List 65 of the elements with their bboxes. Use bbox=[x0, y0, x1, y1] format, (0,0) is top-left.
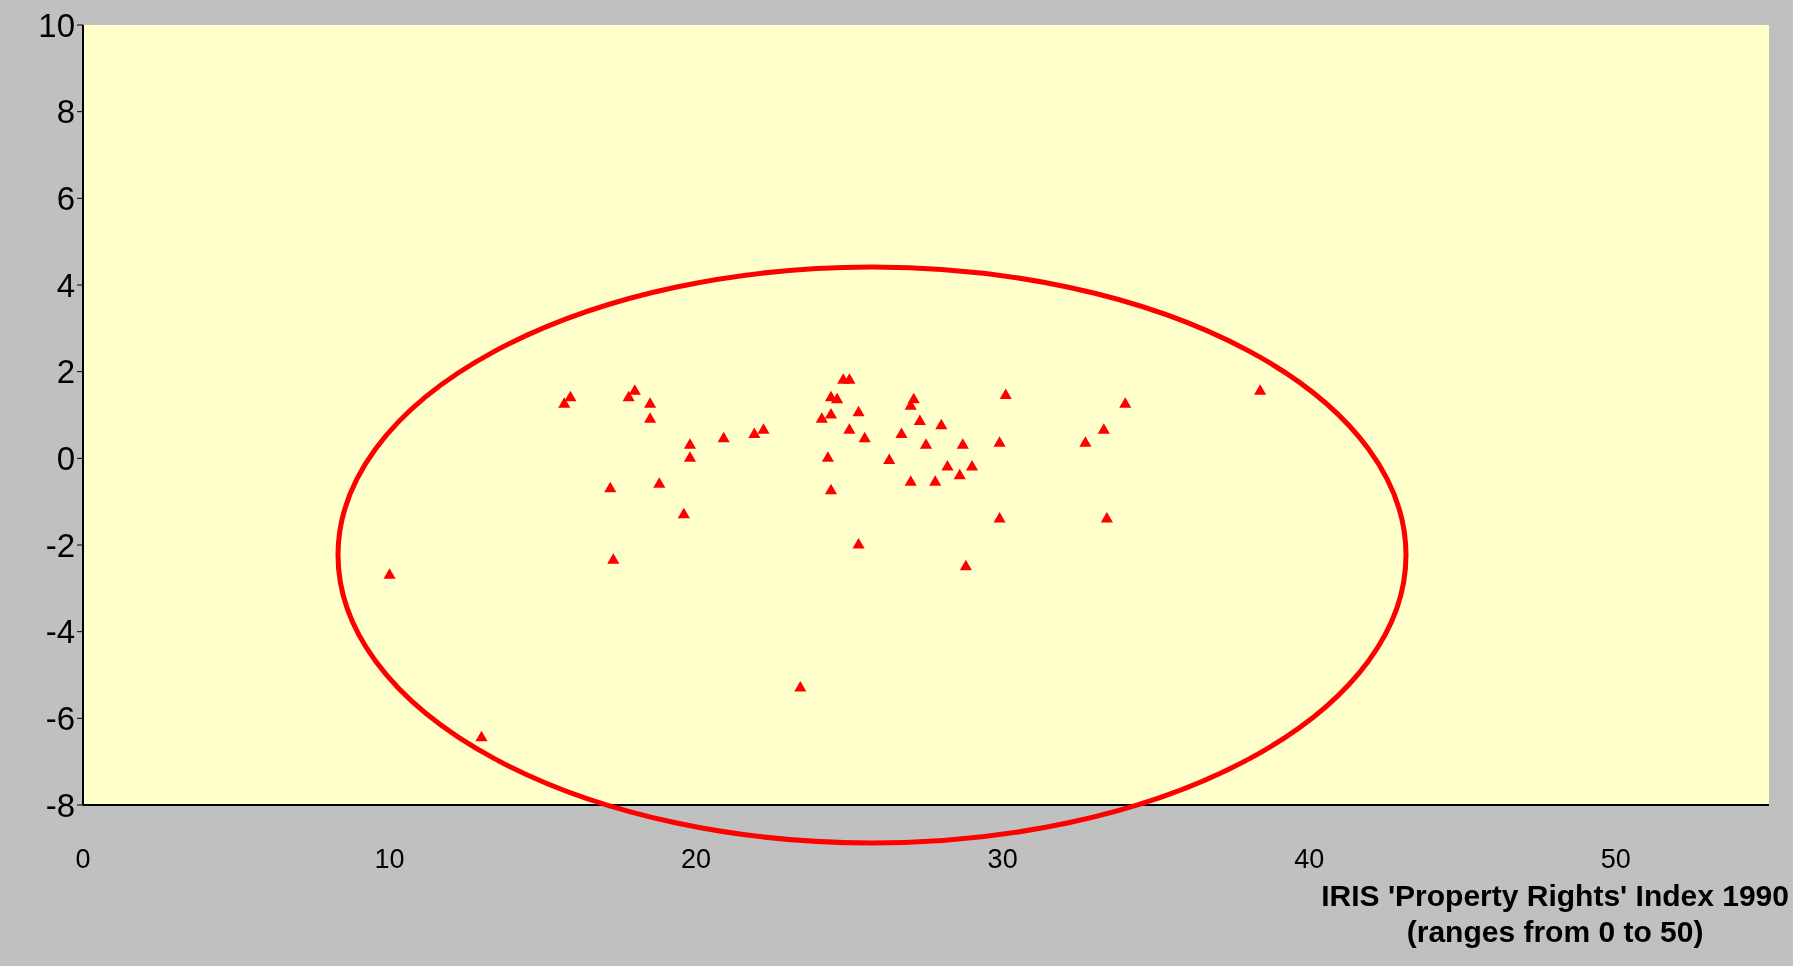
point bbox=[993, 511, 1006, 523]
point bbox=[941, 459, 954, 471]
point bbox=[757, 423, 770, 434]
y-tick-label: 2 bbox=[56, 353, 75, 391]
point bbox=[929, 475, 942, 486]
point bbox=[717, 431, 730, 443]
point bbox=[644, 397, 657, 408]
point bbox=[999, 388, 1012, 400]
point bbox=[824, 407, 838, 419]
point bbox=[852, 537, 865, 549]
y-tick-label: -6 bbox=[45, 700, 75, 738]
point bbox=[1119, 397, 1132, 408]
y-tick-label: 8 bbox=[56, 93, 75, 131]
point bbox=[852, 405, 865, 417]
point bbox=[1100, 511, 1113, 523]
point bbox=[683, 451, 697, 462]
point bbox=[956, 438, 969, 449]
point bbox=[907, 392, 920, 404]
point bbox=[913, 414, 926, 426]
x-tick-label: 40 bbox=[1294, 844, 1325, 875]
point bbox=[843, 373, 856, 384]
x-tick-label: 20 bbox=[681, 844, 712, 875]
point bbox=[965, 459, 979, 471]
y-tick-label: 10 bbox=[38, 6, 75, 44]
point bbox=[628, 384, 641, 395]
point bbox=[843, 423, 856, 434]
point bbox=[904, 475, 917, 486]
point bbox=[883, 453, 896, 465]
point bbox=[653, 477, 666, 488]
point bbox=[824, 483, 838, 495]
point bbox=[935, 418, 948, 430]
point bbox=[895, 427, 908, 439]
x-axis-title: IRIS 'Property Rights' Index 1990 (ranges from 0 to 50) bbox=[1321, 878, 1789, 950]
point bbox=[794, 680, 807, 692]
x-tick-label: 50 bbox=[1600, 844, 1631, 875]
y-tick-label: 0 bbox=[56, 440, 75, 478]
point bbox=[919, 438, 933, 449]
point bbox=[607, 553, 620, 564]
y-tick-label: -8 bbox=[45, 786, 75, 824]
point bbox=[475, 730, 488, 742]
point bbox=[831, 392, 844, 404]
point bbox=[1079, 436, 1092, 447]
y-tick-label: -4 bbox=[45, 613, 75, 651]
point bbox=[622, 390, 635, 402]
y-tick-label: 6 bbox=[56, 180, 75, 218]
point bbox=[644, 412, 657, 423]
point bbox=[604, 481, 617, 493]
y-tick-label: 4 bbox=[56, 266, 75, 304]
y-tick-label: -2 bbox=[45, 526, 75, 564]
x-tick-label: 10 bbox=[374, 844, 405, 875]
point bbox=[1254, 384, 1267, 395]
point bbox=[748, 427, 761, 439]
point bbox=[683, 438, 697, 449]
point bbox=[564, 390, 577, 402]
point bbox=[953, 468, 966, 480]
point bbox=[383, 568, 396, 579]
point bbox=[858, 431, 871, 443]
point bbox=[821, 451, 834, 462]
point bbox=[1097, 423, 1110, 434]
x-tick-label: 30 bbox=[987, 844, 1018, 875]
point bbox=[558, 397, 571, 408]
point bbox=[959, 559, 972, 571]
point bbox=[993, 436, 1006, 447]
point bbox=[815, 412, 828, 423]
point bbox=[677, 507, 690, 519]
